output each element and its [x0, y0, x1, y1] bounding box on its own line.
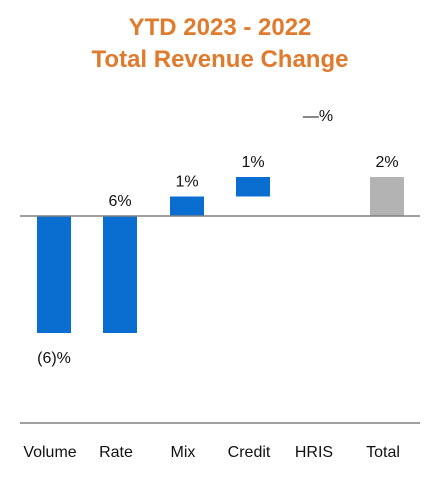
value-label-rate: 6% [108, 193, 131, 210]
tick-label-hris: HRIS [295, 444, 333, 461]
bar-mix [170, 196, 204, 216]
tick-label-rate: Rate [99, 444, 133, 461]
chart-title: YTD 2023 - 2022 [128, 14, 312, 41]
tick-label-mix: Mix [171, 444, 196, 461]
bar-rate [103, 216, 137, 333]
tick-label-credit: Credit [228, 444, 271, 461]
labels-layer: (6)% 6% 1% 1% —% 2% [37, 108, 398, 367]
bar-total [370, 177, 404, 216]
value-label-volume: (6)% [37, 350, 71, 367]
value-label-hris: —% [303, 108, 333, 125]
tick-label-total: Total [366, 444, 400, 461]
bars-layer [37, 177, 404, 333]
value-label-credit: 1% [241, 154, 264, 171]
value-label-total: 2% [375, 154, 398, 171]
chart-title-block: YTD 2023 - 2022 Total Revenue Change [0, 12, 440, 76]
value-label-mix: 1% [175, 174, 198, 191]
tick-label-volume: Volume [23, 444, 76, 461]
chart-subtitle: Total Revenue Change [91, 46, 349, 73]
bar-credit [236, 177, 270, 197]
bar-volume [37, 216, 71, 333]
x-tick-labels: Volume Rate Mix Credit HRIS Total [23, 444, 400, 461]
